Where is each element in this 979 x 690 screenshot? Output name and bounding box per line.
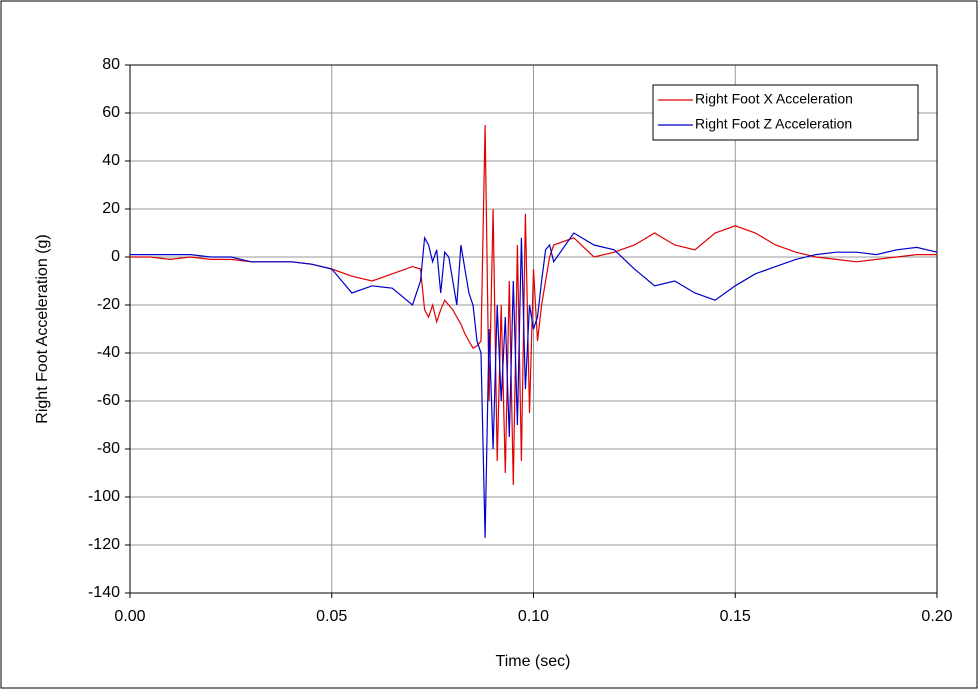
y-tick-label: 0	[111, 248, 120, 265]
x-axis-label: Time (sec)	[496, 653, 571, 670]
y-axis-label: Right Foot Acceleration (g)	[34, 234, 51, 423]
y-tick-label: -80	[97, 440, 120, 457]
y-tick-label: 40	[102, 152, 120, 169]
legend-label: Right Foot X Acceleration	[695, 91, 853, 107]
legend-label: Right Foot Z Acceleration	[695, 116, 852, 132]
x-tick-label: 0.05	[316, 608, 347, 625]
y-tick-label: -140	[88, 584, 120, 601]
data-line	[130, 124, 937, 486]
y-tick-label: -60	[97, 392, 120, 409]
data-line	[130, 232, 938, 538]
y-tick-label: 60	[102, 104, 120, 121]
y-tick-label: -120	[88, 536, 120, 553]
y-tick-label: 80	[102, 56, 120, 73]
y-tick-label: 20	[102, 200, 120, 217]
y-tick-label: -20	[97, 296, 120, 313]
x-tick-label: 0.15	[720, 608, 751, 625]
x-tick-label: 0.00	[114, 608, 145, 625]
plot-area	[129, 64, 938, 594]
y-tick-label: -100	[88, 488, 120, 505]
legend-box	[652, 84, 919, 141]
x-tick-label: 0.10	[518, 608, 549, 625]
x-tick-label: 0.20	[921, 608, 952, 625]
y-tick-label: -40	[97, 344, 120, 361]
